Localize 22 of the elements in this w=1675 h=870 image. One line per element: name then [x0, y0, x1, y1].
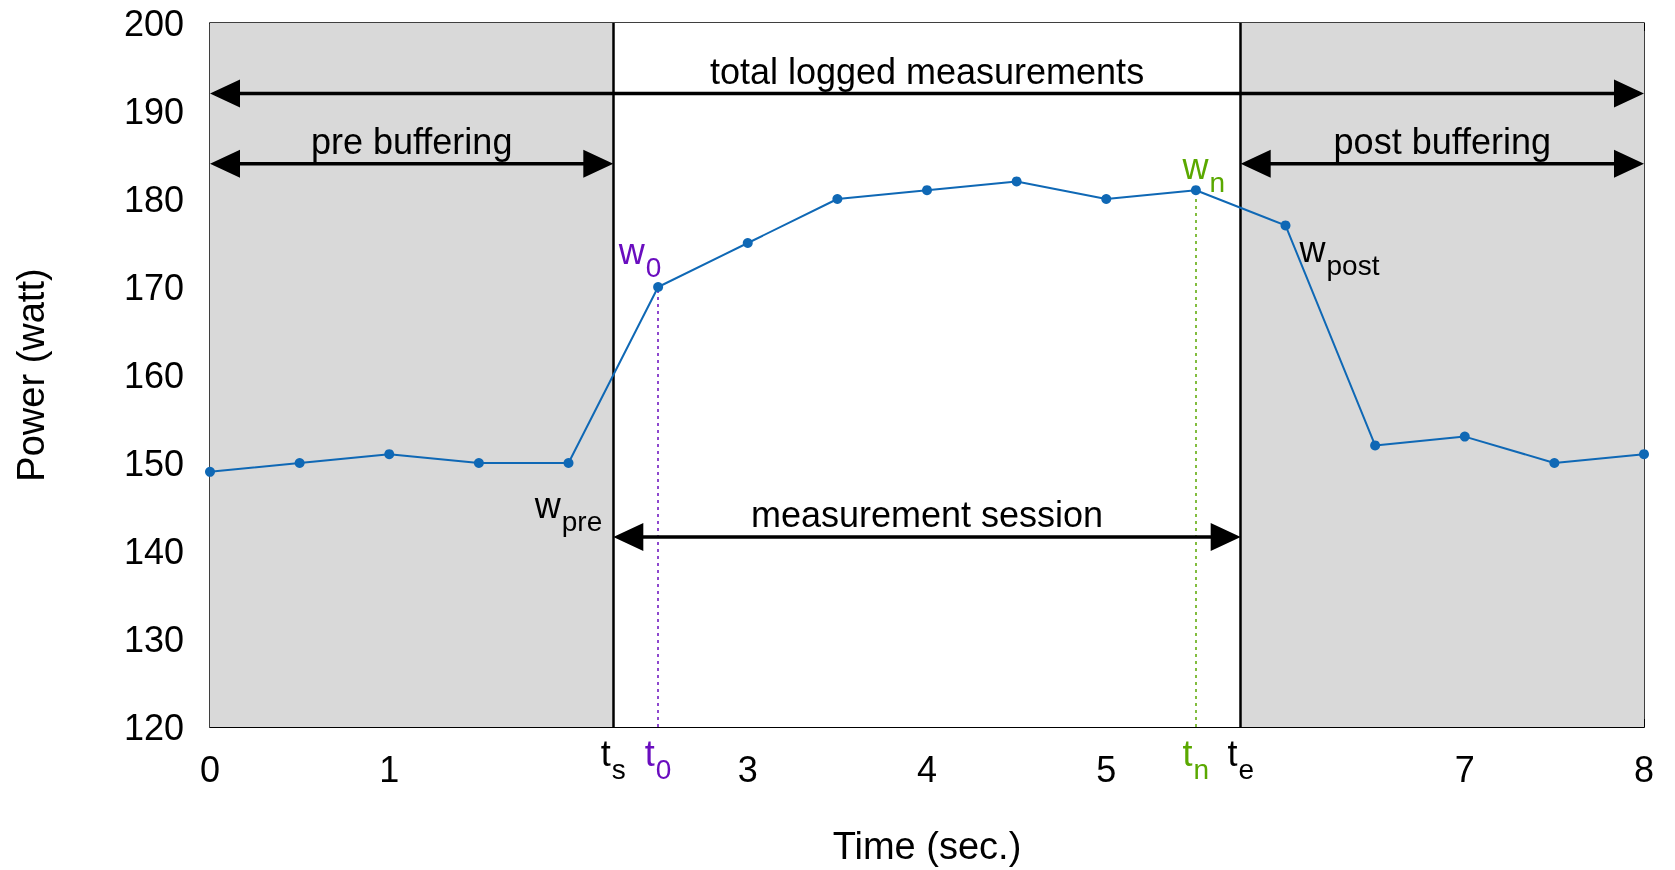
band-label: pre buffering: [310, 121, 513, 163]
x-tick-label: 1: [379, 748, 400, 790]
y-tick-label: 160: [123, 354, 184, 396]
band-label: post buffering: [1333, 121, 1552, 163]
x-tick-label: 7: [1454, 748, 1475, 790]
y-tick-label: 180: [123, 178, 184, 220]
x-tick-label: 5: [1096, 748, 1117, 790]
annotation: total logged measurements: [709, 50, 1145, 92]
y-tick-label: 170: [123, 266, 184, 308]
y-tick-label: 120: [123, 706, 184, 748]
x-tick-label: 8: [1633, 748, 1655, 790]
y-tick-label: 190: [123, 90, 184, 132]
y-tick-label: 130: [123, 618, 184, 660]
y-tick-label: 150: [123, 442, 184, 484]
x-tick-label: 4: [916, 748, 938, 790]
y-tick-label: 140: [123, 530, 184, 572]
x-tick-label: 0: [199, 748, 221, 790]
band-label: measurement session: [750, 494, 1104, 536]
y-tick-label: 200: [123, 2, 184, 44]
x-axis-title: Time (sec.): [832, 825, 1022, 867]
y-axis-title: Power (watt): [10, 268, 52, 482]
x-tick-label: 3: [737, 748, 758, 790]
